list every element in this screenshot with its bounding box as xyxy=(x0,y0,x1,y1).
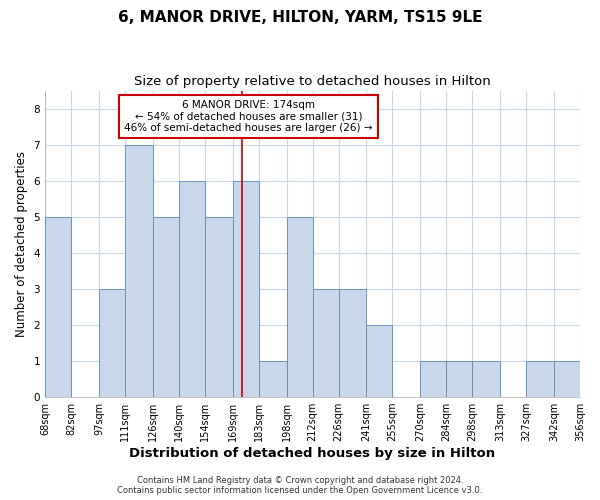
Bar xyxy=(153,217,179,397)
Bar xyxy=(233,180,259,397)
Bar xyxy=(554,361,580,397)
Bar xyxy=(446,361,472,397)
Text: Contains HM Land Registry data © Crown copyright and database right 2024.
Contai: Contains HM Land Registry data © Crown c… xyxy=(118,476,482,495)
Bar xyxy=(420,361,446,397)
Bar xyxy=(287,217,313,397)
Bar xyxy=(526,361,554,397)
Text: 6, MANOR DRIVE, HILTON, YARM, TS15 9LE: 6, MANOR DRIVE, HILTON, YARM, TS15 9LE xyxy=(118,10,482,25)
X-axis label: Distribution of detached houses by size in Hilton: Distribution of detached houses by size … xyxy=(130,447,496,460)
Bar xyxy=(125,144,153,397)
Bar xyxy=(205,217,233,397)
Bar xyxy=(99,289,125,397)
Bar xyxy=(259,361,287,397)
Bar xyxy=(472,361,500,397)
Title: Size of property relative to detached houses in Hilton: Size of property relative to detached ho… xyxy=(134,75,491,88)
Y-axis label: Number of detached properties: Number of detached properties xyxy=(15,151,28,337)
Text: 6 MANOR DRIVE: 174sqm
← 54% of detached houses are smaller (31)
46% of semi-deta: 6 MANOR DRIVE: 174sqm ← 54% of detached … xyxy=(124,100,373,133)
Bar xyxy=(313,289,338,397)
Bar xyxy=(338,289,367,397)
Bar xyxy=(179,180,205,397)
Bar xyxy=(367,325,392,397)
Bar xyxy=(45,217,71,397)
